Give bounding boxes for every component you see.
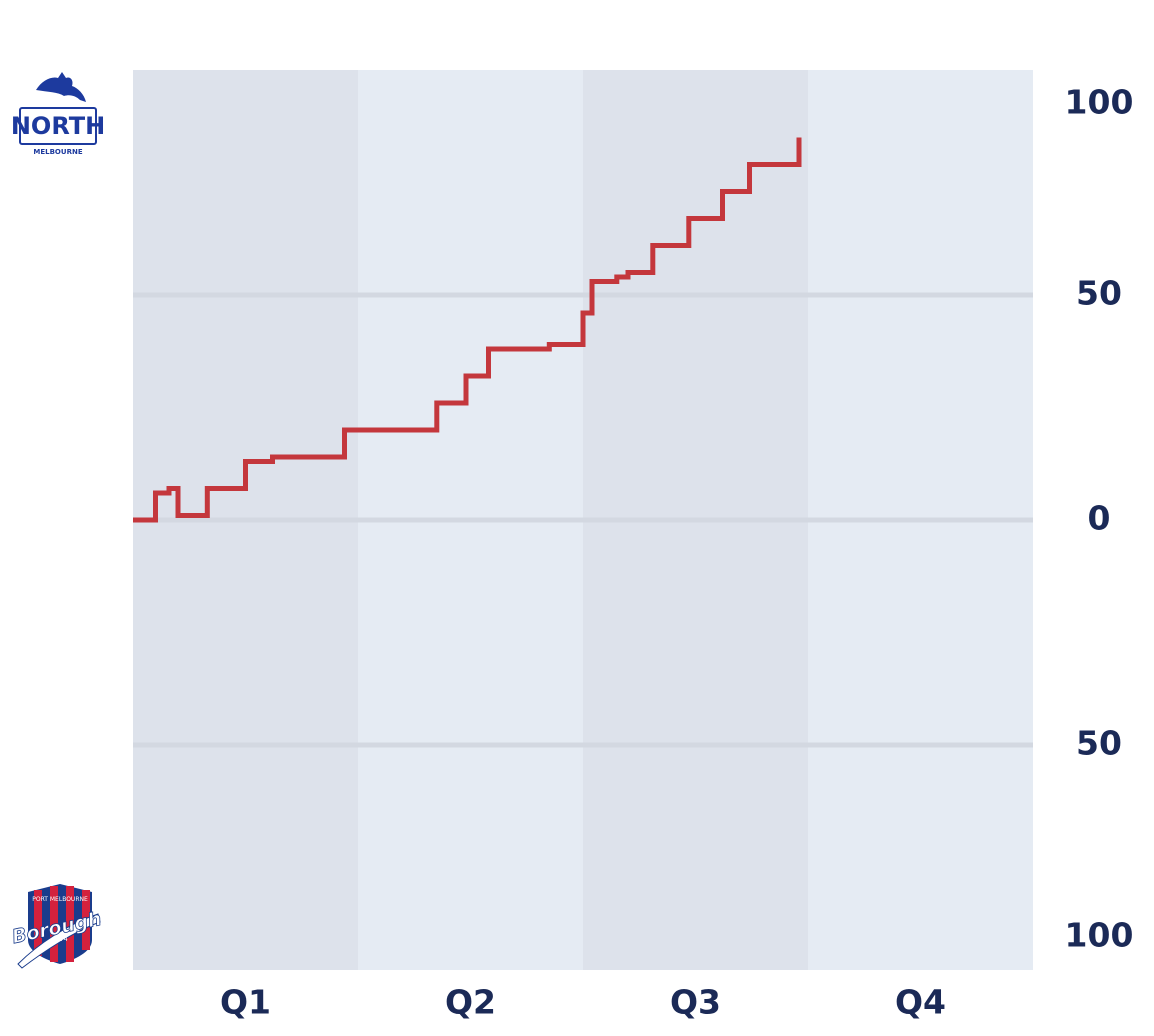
port-melbourne-logo: PORT MELBOURNE Borough 1874 <box>10 884 104 969</box>
quarter-label-q4: Q4 <box>895 983 946 1022</box>
y-tick-label: 50 <box>1076 724 1122 763</box>
y-tick-label: 0 <box>1088 499 1111 538</box>
y-tick-label: 100 <box>1065 916 1134 955</box>
melbourne-logo-text: MELBOURNE <box>33 148 82 156</box>
year-text: 1874 <box>52 936 67 943</box>
north-melbourne-logo: NORTH MELBOURNE <box>11 72 105 156</box>
gridlines <box>133 292 1033 748</box>
series-layer <box>133 137 802 523</box>
quarter-label-q1: Q1 <box>220 983 271 1022</box>
kangaroo-icon <box>36 72 86 102</box>
margin-line-0 <box>133 137 802 523</box>
quarter-label-q3: Q3 <box>670 983 721 1022</box>
north-logo-text: NORTH <box>11 112 105 140</box>
y-tick-label: 100 <box>1065 83 1134 122</box>
y-tick-labels: 100 50 0 50 100 <box>1065 83 1134 955</box>
quarter-label-q2: Q2 <box>445 983 496 1022</box>
y-tick-label: 50 <box>1076 274 1122 313</box>
port-melbourne-text: PORT MELBOURNE <box>32 896 88 903</box>
quarter-labels: Q1 Q2 Q3 Q4 <box>220 983 946 1022</box>
